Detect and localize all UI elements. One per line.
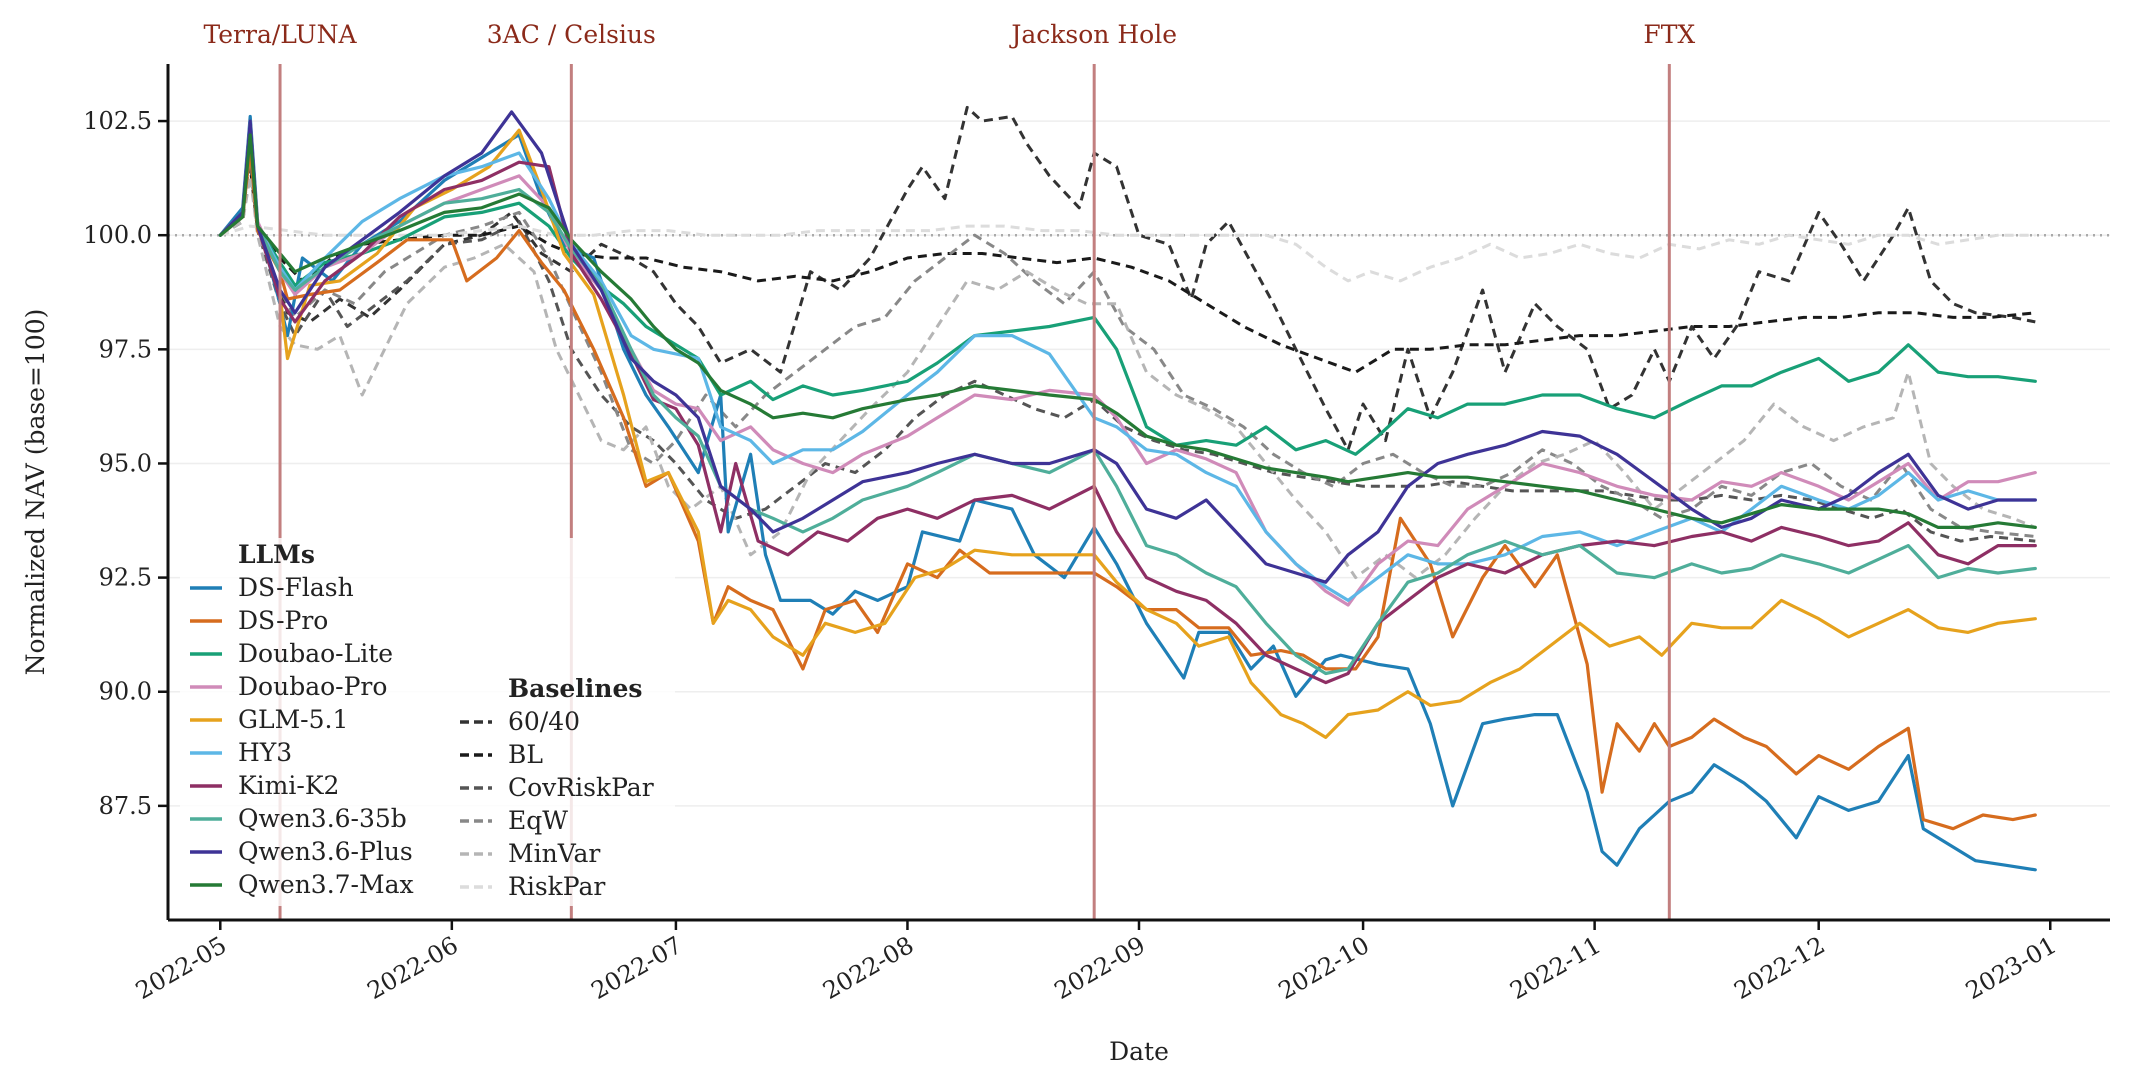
x-tick-label: 2022-07: [587, 931, 687, 1005]
event-label: Jackson Hole: [1008, 20, 1177, 49]
legend-label: Doubao-Lite: [238, 639, 393, 668]
x-tick-label: 2022-06: [362, 931, 462, 1005]
y-axis-title: Normalized NAV (base=100): [21, 309, 50, 676]
y-tick-label: 102.5: [83, 107, 152, 135]
x-axis-title: Date: [1109, 1037, 1169, 1066]
x-tick-label: 2022-05: [131, 931, 231, 1005]
legend-label: Qwen3.6-Plus: [238, 837, 413, 866]
legend-label: 60/40: [508, 707, 580, 736]
legend-group-title: LLMs: [238, 540, 315, 569]
legend-label: HY3: [238, 738, 292, 767]
y-tick-label: 95.0: [99, 449, 152, 477]
legend-label: Doubao-Pro: [238, 672, 387, 701]
series-line-ds-pro: [218, 146, 2037, 831]
series-line-ds-flash: [218, 114, 2037, 872]
series-line-covriskpar: [219, 160, 2036, 543]
series-line-minvar: [219, 174, 2036, 580]
series-line-60-40: [219, 105, 2036, 452]
legend-label: Qwen3.7-Max: [238, 870, 414, 899]
legend-label: MinVar: [508, 839, 600, 868]
series-line-hy3: [218, 119, 2037, 602]
event-label: FTX: [1643, 20, 1695, 49]
x-tick-label: 2022-09: [1050, 931, 1150, 1005]
x-tick-label: 2022-08: [818, 931, 918, 1005]
x-tick-label: 2023-01: [1961, 931, 2061, 1005]
x-tick-label: 2022-11: [1505, 931, 1605, 1005]
y-tick-label: 90.0: [99, 678, 152, 706]
x-tick-label: 2022-12: [1729, 931, 1829, 1005]
legend-group-title: Baselines: [508, 674, 642, 703]
y-tick-label: 92.5: [99, 564, 152, 592]
series-line-bl: [219, 165, 2036, 374]
legend-label: RiskPar: [508, 872, 605, 901]
legend-label: EqW: [508, 806, 568, 835]
legend-label: Qwen3.6-35b: [238, 804, 407, 833]
x-tick-label: 2022-10: [1274, 931, 1374, 1005]
legend-label: DS-Pro: [238, 606, 328, 635]
legend-label: GLM-5.1: [238, 705, 348, 734]
legend-label: BL: [508, 740, 543, 769]
legend-background: [180, 538, 675, 906]
event-label: Terra/LUNA: [204, 20, 358, 49]
legend-label: CovRiskPar: [508, 773, 654, 802]
legend-label: Kimi-K2: [238, 771, 339, 800]
legend: LLMs DS-Flash DS-Pro Doubao-Lite Doubao-Pro G…: [180, 538, 675, 906]
y-tick-label: 100.0: [83, 221, 152, 249]
y-tick-label: 97.5: [99, 335, 152, 363]
series-line-riskpar: [219, 224, 2036, 283]
legend-label: DS-Flash: [238, 573, 354, 602]
event-label: 3AC / Celsius: [487, 20, 656, 49]
series-line-kimi-k2: [218, 128, 2037, 685]
y-tick-label: 87.5: [99, 792, 152, 820]
series-line-eqw: [219, 151, 2036, 538]
